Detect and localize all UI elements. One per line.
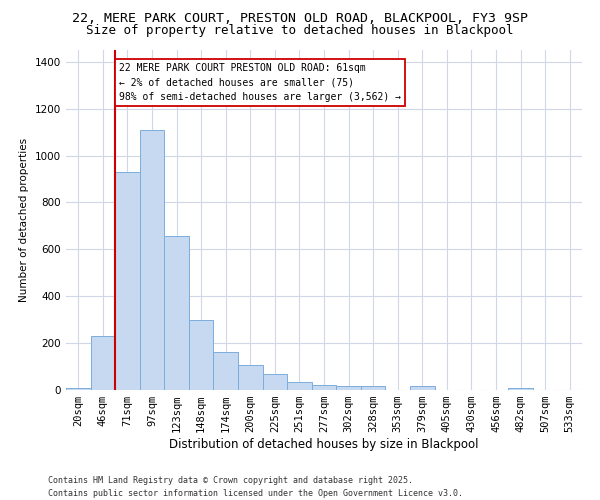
Y-axis label: Number of detached properties: Number of detached properties <box>19 138 29 302</box>
Bar <box>115 172 140 390</box>
Bar <box>91 336 115 390</box>
Text: 22 MERE PARK COURT PRESTON OLD ROAD: 61sqm
← 2% of detached houses are smaller (: 22 MERE PARK COURT PRESTON OLD ROAD: 61s… <box>119 63 401 102</box>
Bar <box>508 388 533 390</box>
X-axis label: Distribution of detached houses by size in Blackpool: Distribution of detached houses by size … <box>169 438 479 451</box>
Text: Size of property relative to detached houses in Blackpool: Size of property relative to detached ho… <box>86 24 514 37</box>
Bar <box>238 366 263 390</box>
Bar <box>312 386 336 390</box>
Bar <box>66 388 91 390</box>
Bar <box>263 374 287 390</box>
Bar <box>140 130 164 390</box>
Bar <box>336 386 361 390</box>
Bar <box>361 386 385 390</box>
Text: 22, MERE PARK COURT, PRESTON OLD ROAD, BLACKPOOL, FY3 9SP: 22, MERE PARK COURT, PRESTON OLD ROAD, B… <box>72 12 528 26</box>
Bar <box>189 320 214 390</box>
Bar <box>287 382 312 390</box>
Text: Contains HM Land Registry data © Crown copyright and database right 2025.
Contai: Contains HM Land Registry data © Crown c… <box>48 476 463 498</box>
Bar <box>214 352 238 390</box>
Bar <box>164 236 189 390</box>
Bar <box>410 386 434 390</box>
